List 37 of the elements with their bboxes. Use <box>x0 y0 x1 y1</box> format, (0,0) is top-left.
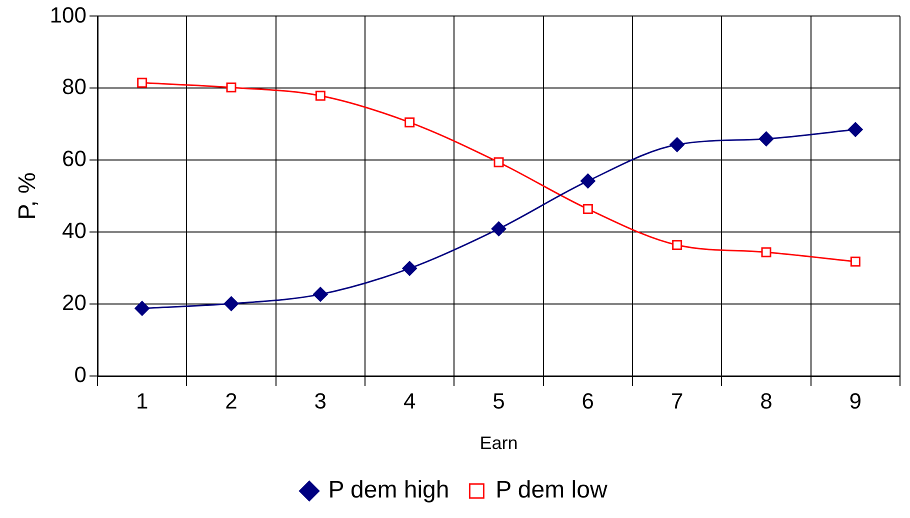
point <box>491 221 506 236</box>
point <box>761 247 772 258</box>
x-tick-label: 9 <box>849 388 862 414</box>
point <box>226 82 236 92</box>
y-tick-label: 40 <box>62 218 87 244</box>
y-tick-label: 0 <box>74 362 87 388</box>
point <box>670 137 685 152</box>
x-tick-label: 3 <box>314 388 327 414</box>
y-axis-title: P, % <box>14 172 42 220</box>
x-tick-label: 7 <box>670 388 684 414</box>
point <box>580 173 596 188</box>
point <box>848 122 863 138</box>
point <box>224 296 239 312</box>
x-tick-label: 5 <box>492 388 505 414</box>
point <box>850 256 860 267</box>
point <box>758 131 774 146</box>
point <box>312 286 328 302</box>
y-tick-label: 60 <box>62 146 87 172</box>
x-tick-label: 4 <box>403 388 416 414</box>
point <box>404 117 415 128</box>
y-tick-label: 100 <box>50 2 87 28</box>
x-tick-label: 1 <box>136 388 148 414</box>
point <box>672 240 682 250</box>
x-axis-title: Earn <box>480 433 518 454</box>
point <box>134 300 150 316</box>
x-tick-label: 6 <box>582 388 594 414</box>
point <box>315 90 326 101</box>
x-tick-label: 2 <box>225 388 238 414</box>
y-tick-label: 20 <box>62 290 87 316</box>
legend-label: P dem high <box>328 476 450 504</box>
y-tick-label: 80 <box>62 74 87 100</box>
point <box>137 78 148 88</box>
point <box>494 157 504 168</box>
point <box>582 204 593 214</box>
legend-label: P dem low <box>496 476 608 504</box>
point <box>402 260 418 276</box>
x-tick-label: 8 <box>760 388 772 414</box>
